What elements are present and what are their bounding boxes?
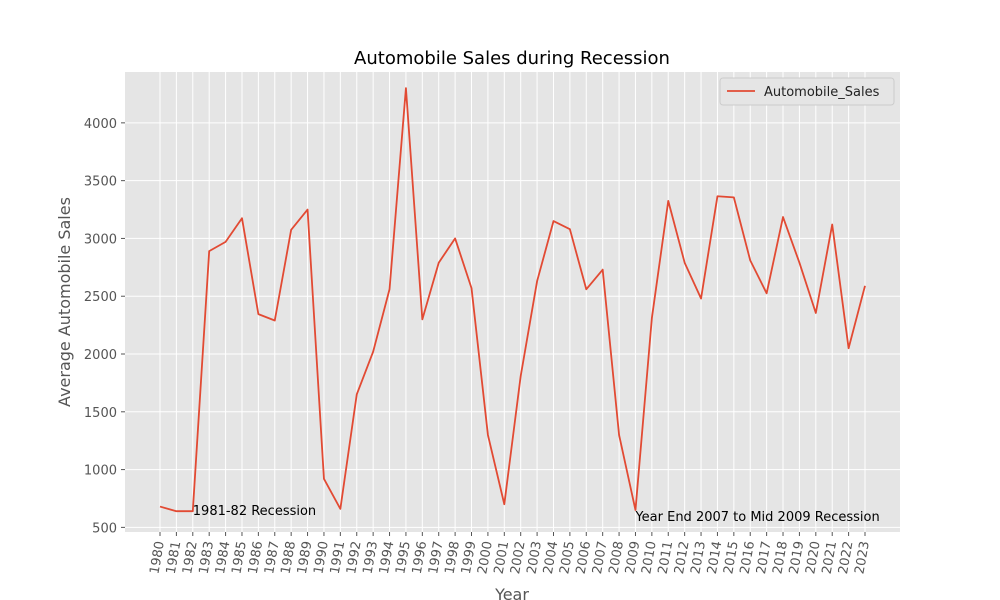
- y-tick-label: 1500: [84, 406, 117, 421]
- x-tick-label: 2016: [738, 540, 759, 575]
- x-tick-label: 1982: [180, 540, 201, 575]
- x-tick-label: 2000: [475, 540, 496, 575]
- grid-lines: [125, 72, 900, 532]
- legend-entry-automobile-sales: Automobile_Sales: [764, 85, 880, 100]
- chart-title: Automobile Sales during Recession: [354, 48, 670, 69]
- x-tick-label: 2018: [770, 540, 791, 575]
- y-tick-label: 3500: [84, 175, 117, 190]
- x-tick-label: 1986: [246, 540, 267, 575]
- x-tick-label: 2022: [836, 540, 857, 575]
- x-tick-label: 2017: [754, 540, 775, 575]
- plot-area: [125, 72, 900, 532]
- x-tick-label: 2004: [541, 540, 562, 575]
- series-layer: [159, 87, 866, 513]
- x-tick-label: 2002: [508, 540, 529, 575]
- y-tick-label: 500: [92, 521, 117, 536]
- legend: Automobile_Sales: [719, 77, 895, 106]
- x-tick-label: 1980: [147, 540, 168, 575]
- annotation-2007-2009-recession: Year End 2007 to Mid 2009 Recession: [634, 510, 879, 525]
- x-tick-label: 2008: [606, 540, 627, 575]
- x-tick-label: 2013: [688, 540, 709, 575]
- series-line-automobile-sales: [159, 87, 866, 513]
- x-tick-label: 2015: [721, 540, 742, 575]
- x-tick-label: 2010: [639, 540, 660, 575]
- x-tick-label: 1995: [393, 540, 414, 575]
- y-axis-label: Average Automobile Sales: [55, 197, 74, 407]
- y-tick-label: 4000: [84, 117, 117, 132]
- y-tick-label: 1000: [84, 464, 117, 479]
- x-tick-label: 1998: [443, 540, 464, 575]
- legend-box: [719, 77, 895, 106]
- x-tick-label: 2023: [852, 540, 873, 575]
- x-tick-label: 1994: [377, 540, 398, 575]
- x-tick-label: 1987: [262, 540, 283, 575]
- x-tick-label: 1981: [164, 540, 185, 575]
- x-tick-label: 1983: [197, 540, 218, 575]
- x-axis-label: Year: [494, 585, 529, 600]
- x-tick-label: 1985: [229, 540, 250, 575]
- x-tick-label: 1993: [361, 540, 382, 575]
- x-tick-label: 2009: [623, 540, 644, 575]
- x-tick-label: 1990: [311, 540, 332, 575]
- x-tick-label: 2014: [705, 540, 726, 575]
- x-tick-label: 2005: [557, 540, 578, 575]
- x-tick-label: 1992: [344, 540, 365, 575]
- x-tick-label: 1988: [279, 540, 300, 575]
- x-tick-label: 2006: [574, 540, 595, 575]
- x-tick-label: 1989: [295, 540, 316, 575]
- x-tick-label: 2007: [590, 540, 611, 575]
- y-tick-label: 3000: [84, 232, 117, 247]
- tick-labels: 5001000150020002500300035004000198019811…: [84, 117, 873, 575]
- x-tick-label: 1984: [213, 540, 234, 575]
- x-tick-label: 2001: [492, 540, 513, 575]
- annotations: 1981-82 Recession Year End 2007 to Mid 20…: [193, 504, 880, 525]
- y-tick-label: 2500: [84, 290, 117, 305]
- x-tick-label: 1996: [410, 540, 431, 575]
- x-tick-label: 2011: [656, 540, 677, 575]
- annotation-1981-82-recession: 1981-82 Recession: [193, 504, 316, 519]
- x-tick-label: 2003: [525, 540, 546, 575]
- x-tick-label: 2020: [803, 540, 824, 575]
- x-tick-label: 2012: [672, 540, 693, 575]
- x-tick-label: 2019: [787, 540, 808, 575]
- x-tick-label: 1999: [459, 540, 480, 575]
- x-tick-label: 1991: [328, 540, 349, 575]
- y-tick-label: 2000: [84, 348, 117, 363]
- x-tick-label: 1997: [426, 540, 447, 575]
- x-tick-label: 2021: [820, 540, 841, 575]
